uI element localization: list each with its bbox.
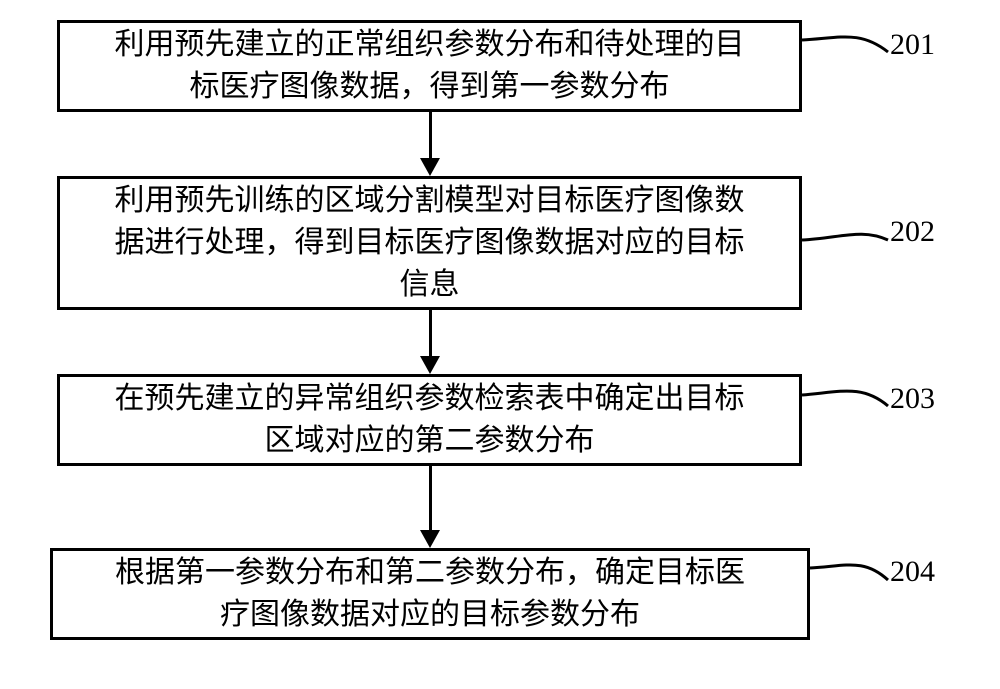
- connector-4: [0, 0, 1000, 660]
- arrow-3-line: [429, 466, 432, 530]
- arrow-2-head: [420, 356, 440, 374]
- arrow-2-line: [429, 310, 432, 356]
- arrow-3-head: [420, 530, 440, 548]
- arrow-1-head: [420, 158, 440, 176]
- flowchart-container: 利用预先建立的正常组织参数分布和待处理的目 标医疗图像数据，得到第一参数分布 利…: [0, 0, 1000, 689]
- arrow-1-line: [429, 112, 432, 158]
